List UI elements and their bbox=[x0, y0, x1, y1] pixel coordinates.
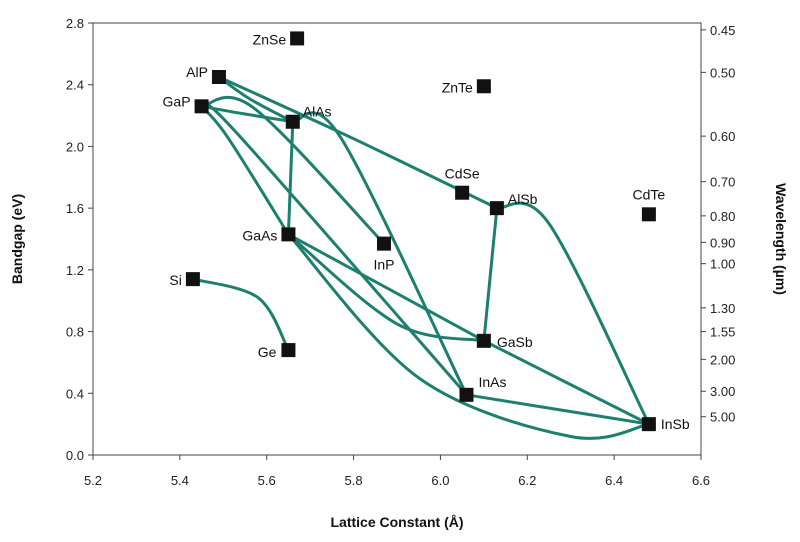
y2-tick-label: 0.80 bbox=[710, 209, 735, 224]
point-marker-alas bbox=[285, 114, 300, 129]
point-marker-si bbox=[185, 272, 200, 287]
point-label-cdte: CdTe bbox=[633, 186, 666, 202]
y2-tick-label: 0.60 bbox=[710, 129, 735, 144]
y-tick-label: 2.4 bbox=[66, 78, 84, 93]
point-marker-inas bbox=[459, 387, 474, 402]
point-label-alas: AlAs bbox=[303, 104, 332, 120]
point-marker-inp bbox=[376, 236, 391, 251]
point-label-inas: InAs bbox=[478, 374, 506, 390]
point-label-gaas: GaAs bbox=[242, 227, 277, 243]
alloy-curve-14 bbox=[286, 232, 651, 440]
y2-tick-label: 0.70 bbox=[710, 175, 735, 190]
point-label-cdse: CdSe bbox=[445, 166, 480, 182]
y-tick-label: 0.0 bbox=[66, 448, 84, 463]
alloy-curve-9 bbox=[286, 232, 486, 343]
x-tick-label: 5.4 bbox=[171, 473, 189, 488]
alloy-curve-10 bbox=[482, 206, 499, 343]
alloy-curve-11 bbox=[495, 201, 651, 426]
point-label-alp: AlP bbox=[186, 64, 208, 80]
y2-axis-title: Wavelength (µm) bbox=[773, 183, 789, 295]
x-tick-label: 5.6 bbox=[258, 473, 276, 488]
plot-area bbox=[92, 22, 702, 456]
point-marker-gap bbox=[194, 99, 209, 114]
y2-tick-label: 3.00 bbox=[710, 384, 735, 399]
alloy-curve-8 bbox=[286, 232, 486, 343]
point-marker-cdse bbox=[455, 185, 470, 200]
point-label-insb: InSb bbox=[661, 416, 690, 432]
y-tick-label: 2.0 bbox=[66, 139, 84, 154]
point-label-gasb: GaSb bbox=[497, 334, 533, 350]
point-label-gap: GaP bbox=[163, 93, 191, 109]
point-label-ge: Ge bbox=[258, 344, 277, 360]
alloy-curve-3 bbox=[286, 120, 295, 236]
point-marker-cdte bbox=[641, 207, 656, 222]
x-tick-label: 6.6 bbox=[692, 473, 710, 488]
y2-tick-label: 5.00 bbox=[710, 410, 735, 425]
y-axis-title: Bandgap (eV) bbox=[9, 194, 25, 284]
x-tick-label: 6.2 bbox=[518, 473, 536, 488]
point-label-inp: InP bbox=[373, 257, 394, 273]
point-label-alsb: AlSb bbox=[508, 191, 538, 207]
points-layer: ZnSe AlP ZnTe GaP AlAs CdSe AlSb CdTe GaAs InP Si G… bbox=[163, 31, 690, 432]
x-tick-label: 6.4 bbox=[605, 473, 623, 488]
alloy-curve-12 bbox=[482, 339, 651, 426]
x-axis-title: Lattice Constant (Å) bbox=[331, 514, 464, 530]
y-tick-label: 1.2 bbox=[66, 263, 84, 278]
point-label-znse: ZnSe bbox=[253, 31, 287, 47]
alloy-curve-15 bbox=[191, 277, 290, 352]
x-tick-label: 5.8 bbox=[345, 473, 363, 488]
point-marker-alsb bbox=[489, 201, 504, 216]
point-marker-alp bbox=[211, 70, 226, 84]
y2-tick-label: 1.30 bbox=[710, 301, 735, 316]
y2-tick-label: 0.90 bbox=[710, 235, 735, 250]
y-tick-label: 0.4 bbox=[66, 386, 84, 401]
y2-tick-label: 1.00 bbox=[710, 257, 735, 272]
point-marker-insb bbox=[641, 417, 656, 432]
x-tick-label: 5.2 bbox=[84, 473, 102, 488]
curves-layer bbox=[191, 75, 651, 440]
y2-tick-label: 0.50 bbox=[710, 65, 735, 80]
y2-tick-label: 1.55 bbox=[710, 325, 735, 340]
y2-tick-label: 0.45 bbox=[710, 23, 735, 38]
alloy-curve-13 bbox=[465, 393, 651, 426]
point-marker-ge bbox=[281, 343, 296, 358]
point-marker-gaas bbox=[281, 227, 296, 242]
y-tick-label: 1.6 bbox=[66, 201, 84, 216]
point-marker-znte bbox=[476, 79, 491, 94]
point-label-znte: ZnTe bbox=[442, 79, 473, 95]
y2-tick-label: 2.00 bbox=[710, 352, 735, 367]
point-marker-gasb bbox=[476, 333, 491, 348]
point-label-si: Si bbox=[169, 272, 181, 288]
alloy-curve-5 bbox=[200, 95, 386, 246]
y-tick-label: 2.8 bbox=[66, 16, 84, 31]
alloy-curve-4 bbox=[291, 111, 468, 397]
point-marker-znse bbox=[290, 31, 305, 46]
x-tick-label: 6.0 bbox=[431, 473, 449, 488]
ticks-layer: 5.2 5.4 5.6 5.8 6.0 6.2 6.4 6.6 0.0 0.4 0.8 1.2 1.6 2… bbox=[66, 16, 735, 488]
y-tick-label: 0.8 bbox=[66, 325, 84, 340]
